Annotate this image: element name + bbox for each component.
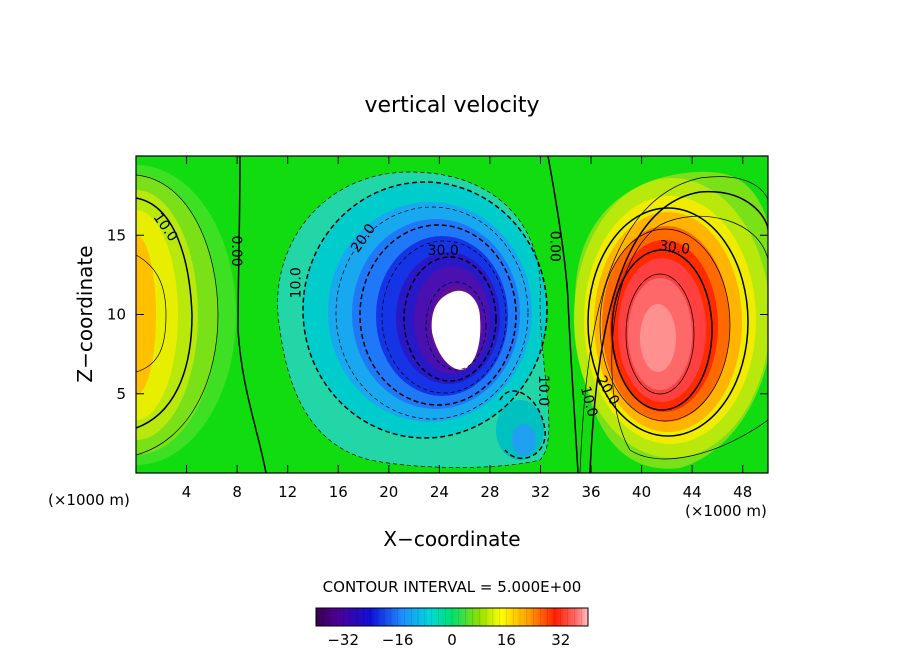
contour-line-down-15: [335, 206, 529, 420]
colorbar-tick-label: 32: [551, 631, 570, 649]
y-axis: 5 10 15: [107, 226, 768, 403]
x-tick-label: 16: [329, 483, 348, 501]
contour-label: 30.0: [658, 238, 691, 258]
x-tick-label: 28: [480, 483, 499, 501]
x-tick-label: 4: [182, 483, 192, 501]
colorbar-ticks: −32 −16 0 16 32: [327, 631, 570, 649]
contour-lines: [136, 156, 768, 473]
contour-line-down-lobe: [499, 390, 546, 460]
y-axis-unit-note: (×1000 m): [685, 502, 767, 520]
contour-line-down-20: [359, 224, 517, 406]
contour-line-right-15: [611, 215, 768, 460]
contour-line-zero-left: [237, 156, 267, 473]
x-tick-label: 44: [683, 483, 702, 501]
x-tick-label: 12: [278, 483, 297, 501]
colorbar-tick-label: 0: [447, 631, 457, 649]
x-axis-unit-note: (×1000 m): [48, 491, 130, 509]
contour-line-right-30: [611, 249, 713, 411]
contour-interval-text: CONTOUR INTERVAL = 5.000E+00: [323, 578, 582, 596]
left-updraft: [136, 165, 236, 465]
x-tick-label: 24: [430, 483, 449, 501]
x-tick-label: 40: [632, 483, 651, 501]
downdraft-core-mask: [431, 290, 481, 370]
contour-line-zero-right: [547, 156, 579, 473]
contour-line-right-20: [587, 207, 749, 437]
colorbar-tick-label: −16: [382, 631, 414, 649]
colorbar-tick-label: −32: [327, 631, 359, 649]
contour-label: 30.0: [428, 243, 459, 259]
colorbar: −32 −16 0 16 32: [315, 607, 589, 649]
x-tick-label: 36: [581, 483, 600, 501]
contour-label: 10.0: [289, 267, 305, 298]
contour-line-down-10: [302, 181, 548, 439]
contour-label: 10.0: [535, 375, 551, 406]
contour-line-left-outer: [136, 174, 219, 456]
contour-line-down-5: [277, 171, 550, 468]
x-tick-label: 20: [379, 483, 398, 501]
x-axis-label: X−coordinate: [383, 527, 520, 551]
x-axis: 4 8 12 16 20 24 28 32 36 40 44 48: [182, 156, 752, 501]
colorbar-band-lines: [315, 608, 589, 626]
contour-label: 0.00: [228, 236, 244, 267]
y-axis-label: Z−coordinate: [73, 245, 97, 382]
x-tick-label: 8: [232, 483, 242, 501]
contour-line-down-30: [403, 256, 497, 382]
contour-line-down-25: [381, 240, 507, 394]
contour-label: 10.0: [577, 385, 601, 419]
x-tick-label: 48: [733, 483, 752, 501]
y-tick-label: 15: [107, 226, 126, 244]
contour-line-left-10: [136, 197, 193, 429]
y-tick-label: 10: [107, 306, 126, 324]
contour-label: 0.00: [546, 231, 562, 262]
y-tick-label: 5: [116, 385, 126, 403]
contour-line-right-35: [625, 273, 695, 395]
x-tick-label: 32: [531, 483, 550, 501]
colorbar-tick-label: 16: [497, 631, 516, 649]
chart-title: vertical velocity: [364, 93, 539, 118]
contour-line-left-inner: [136, 254, 167, 373]
contour-line-right-outer: [579, 176, 768, 473]
contour-line-down-35: [425, 281, 487, 371]
contour-line-right-25: [599, 228, 731, 422]
colorbar-gradient: [315, 607, 589, 627]
